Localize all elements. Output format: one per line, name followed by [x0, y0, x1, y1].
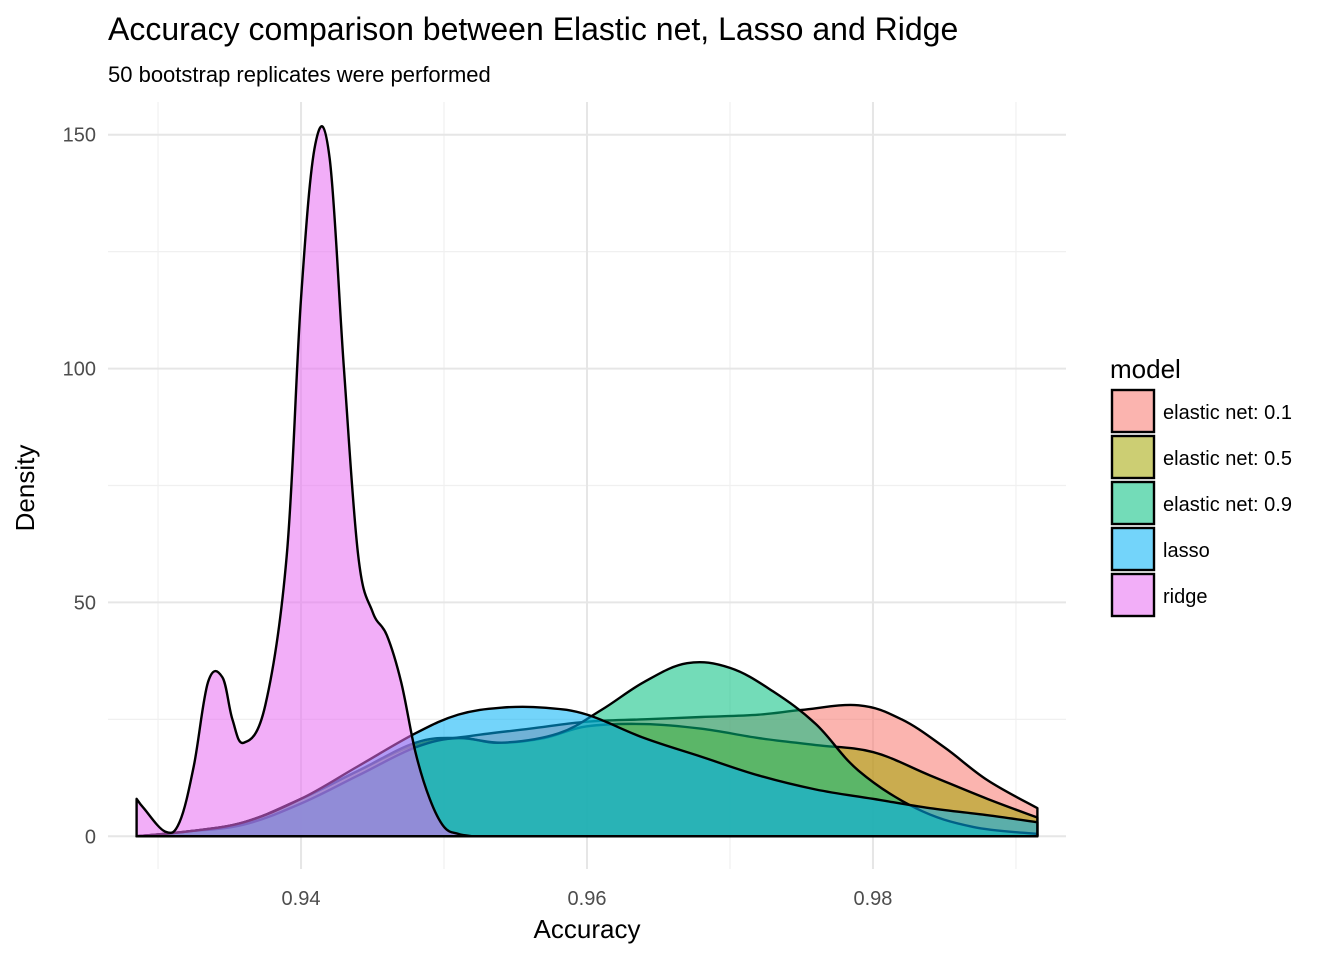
legend-key-elastic-net-0-9 [1110, 480, 1156, 526]
x-tick-label: 0.94 [282, 888, 321, 910]
chart-title: Accuracy comparison between Elastic net,… [108, 11, 958, 47]
x-tick-label: 0.98 [854, 888, 893, 910]
y-tick-label: 0 [85, 826, 96, 848]
y-axis-ticks: 0 50 100 150 [63, 125, 96, 849]
legend-key-ridge [1110, 572, 1156, 618]
legend-key-elastic-net-0-1 [1110, 388, 1156, 434]
legend-label-elastic-net-0-9: elastic net: 0.9 [1163, 494, 1292, 516]
x-axis-ticks: 0.94 0.96 0.98 [282, 888, 893, 910]
density-area-ridge [135, 125, 474, 838]
legend-key-lasso [1110, 526, 1156, 572]
legend-label-elastic-net-0-5: elastic net: 0.5 [1163, 448, 1292, 470]
legend-label-ridge: ridge [1163, 586, 1207, 608]
x-axis-title: Accuracy [534, 914, 641, 944]
chart-subtitle: 50 bootstrap replicates were performed [108, 62, 491, 87]
legend-key-elastic-net-0-5 [1110, 434, 1156, 480]
y-tick-label: 50 [74, 592, 96, 614]
legend: model elastic net: 0.1 elastic net: 0.5 el… [1110, 354, 1292, 618]
y-tick-label: 100 [63, 359, 96, 381]
legend-label-lasso: lasso [1163, 540, 1210, 562]
legend-label-elastic-net-0-1: elastic net: 0.1 [1163, 402, 1292, 424]
legend-title: model [1110, 354, 1181, 384]
y-tick-label: 150 [63, 125, 96, 147]
x-tick-label: 0.96 [568, 888, 607, 910]
density-areas [135, 125, 1039, 838]
y-axis-title: Density [10, 445, 40, 532]
